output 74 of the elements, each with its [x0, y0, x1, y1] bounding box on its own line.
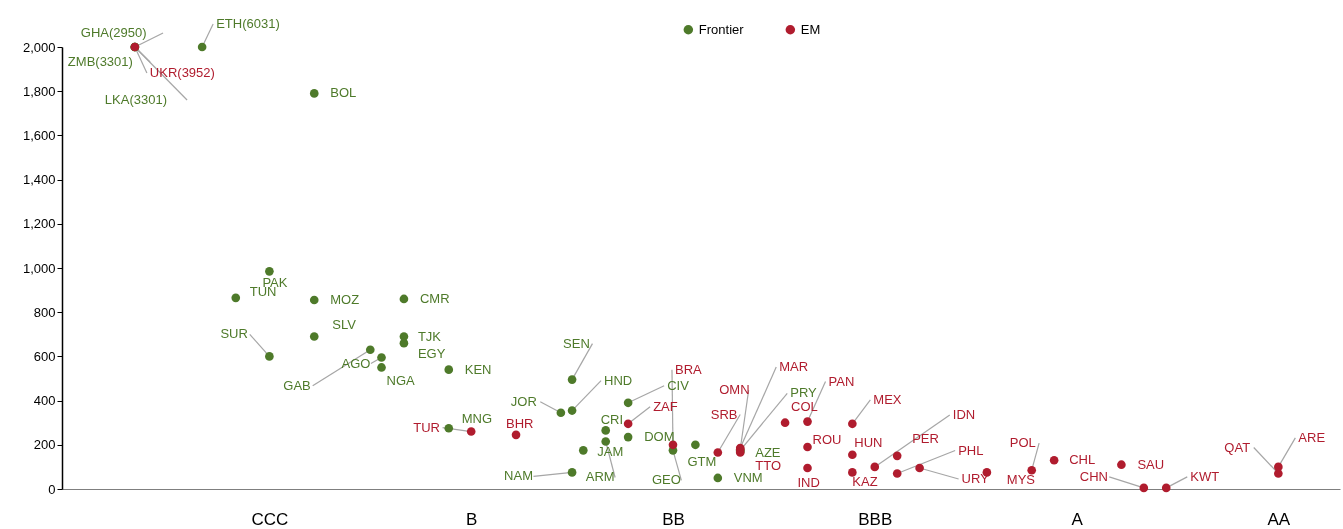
- data-label: MEX: [873, 391, 902, 407]
- data-label: KEN: [464, 361, 492, 377]
- data-label: JOR: [510, 393, 537, 409]
- data-label: ARE: [1298, 429, 1326, 445]
- y-tick-label: 400: [33, 393, 56, 409]
- data-label: MOZ: [330, 292, 360, 308]
- data-label: POL: [1009, 435, 1036, 451]
- data-label: NAM: [504, 468, 533, 484]
- x-tick-label: A: [1071, 509, 1084, 529]
- data-label: NGA: [386, 373, 415, 389]
- data-label: ETH(6031): [216, 16, 280, 31]
- data-label: MAR: [779, 359, 809, 375]
- data-label: CHL: [1069, 452, 1096, 468]
- data-label: MNG: [461, 411, 493, 427]
- data-label: SEN: [563, 335, 590, 351]
- y-tick-label: 1,600: [22, 127, 56, 143]
- data-label: SRB: [710, 406, 738, 422]
- data-label: TJK: [417, 328, 442, 344]
- y-tick-label: 1,800: [22, 83, 56, 99]
- x-tick-label: BB: [662, 509, 685, 529]
- data-label: DOM: [644, 429, 675, 445]
- data-label: PER: [912, 430, 939, 446]
- data-label: SAU: [1137, 456, 1165, 472]
- data-label: CHN: [1079, 468, 1108, 484]
- y-tick-label: 1,400: [22, 172, 56, 188]
- data-label: SLV: [332, 316, 357, 332]
- y-tick-label: 0: [48, 481, 56, 497]
- legend-label: Frontier: [698, 21, 745, 37]
- data-label: TUR: [413, 419, 440, 435]
- data-label: LKA(3301): [104, 92, 168, 107]
- data-label: KAZ: [852, 474, 878, 490]
- data-label: MYS: [1006, 472, 1036, 488]
- data-label: GTM: [687, 453, 717, 469]
- data-label: ZMB(3301): [67, 54, 133, 69]
- data-label: CIV: [667, 377, 690, 393]
- data-label: ROU: [812, 432, 842, 448]
- data-label: KWT: [1190, 468, 1220, 484]
- data-label: IDN: [952, 406, 976, 422]
- data-label: HND: [604, 372, 633, 388]
- data-label: GHA(2950): [80, 25, 147, 40]
- x-tick-label: BBB: [858, 509, 893, 529]
- data-label: EGY: [417, 346, 446, 362]
- y-tick-label: 2,000: [22, 39, 56, 55]
- data-label: COL: [791, 398, 818, 414]
- legend-label: EM: [800, 21, 821, 37]
- data-label: PAN: [828, 373, 855, 389]
- data-label: CMR: [419, 290, 450, 306]
- data-label: OMN: [719, 382, 750, 398]
- data-label: PHL: [958, 442, 984, 458]
- data-label: SUR: [220, 326, 248, 342]
- data-label: IND: [797, 475, 820, 491]
- data-label: CRI: [600, 412, 624, 428]
- y-tick-label: 600: [33, 348, 56, 364]
- data-label: PRY: [790, 385, 818, 401]
- data-label: GAB: [283, 377, 311, 393]
- data-label: BRA: [674, 361, 703, 377]
- x-tick-label: CCC: [251, 509, 289, 529]
- data-label: GEO: [651, 472, 681, 488]
- x-tick-label: B: [466, 509, 478, 529]
- data-label: JAM: [597, 444, 624, 460]
- data-label: BHR: [506, 415, 534, 431]
- data-label: URY: [961, 471, 990, 487]
- data-label: QAT: [1224, 439, 1251, 455]
- x-tick-label: AA: [1267, 509, 1291, 529]
- data-label: ZAF: [653, 398, 678, 414]
- data-label: HUN: [854, 434, 883, 450]
- y-tick-label: 1,000: [22, 260, 56, 276]
- y-tick-label: 1,200: [22, 216, 56, 232]
- data-label: ARM: [585, 469, 615, 485]
- y-tick-label: 200: [33, 437, 56, 453]
- data-label: UKR(3952): [149, 65, 215, 80]
- data-label: BOL: [330, 85, 357, 101]
- data-label: AGO: [341, 355, 371, 371]
- y-tick-label: 800: [33, 304, 56, 320]
